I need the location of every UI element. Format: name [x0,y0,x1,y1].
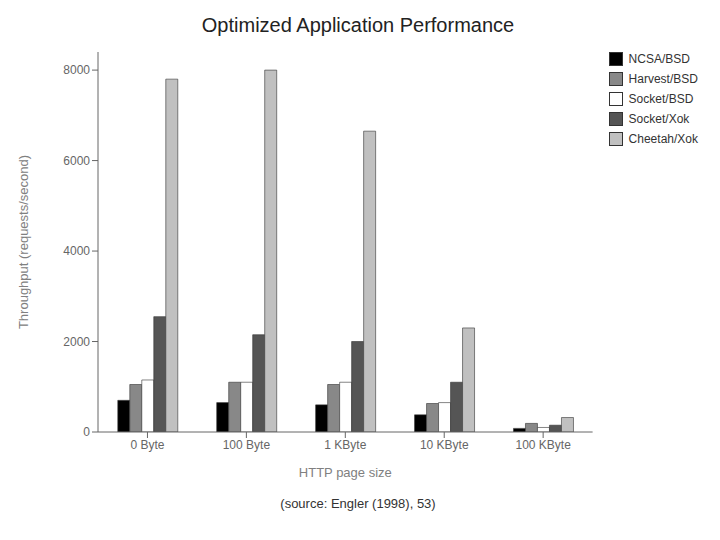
svg-text:8000: 8000 [63,63,90,77]
svg-text:100 KByte: 100 KByte [515,438,571,452]
svg-text:0: 0 [83,425,90,439]
html-text:Harvest/BSD: Harvest/BSD [628,72,698,86]
svg-text:0 Byte: 0 Byte [130,438,164,452]
html-text:Socket/Xok: Socket/Xok [628,112,690,126]
svg-text:HTTP page size: HTTP page size [299,465,392,480]
html-text:Cheetah/Xok: Cheetah/Xok [628,132,698,146]
svg-text:4000: 4000 [63,244,90,258]
html-text:Optimized Application Performa: Optimized Application Performance [201,14,515,36]
html-text:NCSA/BSD: NCSA/BSD [628,52,690,66]
svg-text:Throughput (requests/second): Throughput (requests/second) [16,155,31,329]
svg-text:6000: 6000 [63,154,90,168]
svg-text:100 Byte: 100 Byte [223,438,271,452]
svg-text:2000: 2000 [63,335,90,349]
svg-text:10 KByte: 10 KByte [420,438,469,452]
svg-text:1 KByte: 1 KByte [324,438,366,452]
html-text:Socket/BSD: Socket/BSD [628,92,694,106]
html-text:(source: Engler (1998), 53): (source: Engler (1998), 53) [280,496,436,511]
